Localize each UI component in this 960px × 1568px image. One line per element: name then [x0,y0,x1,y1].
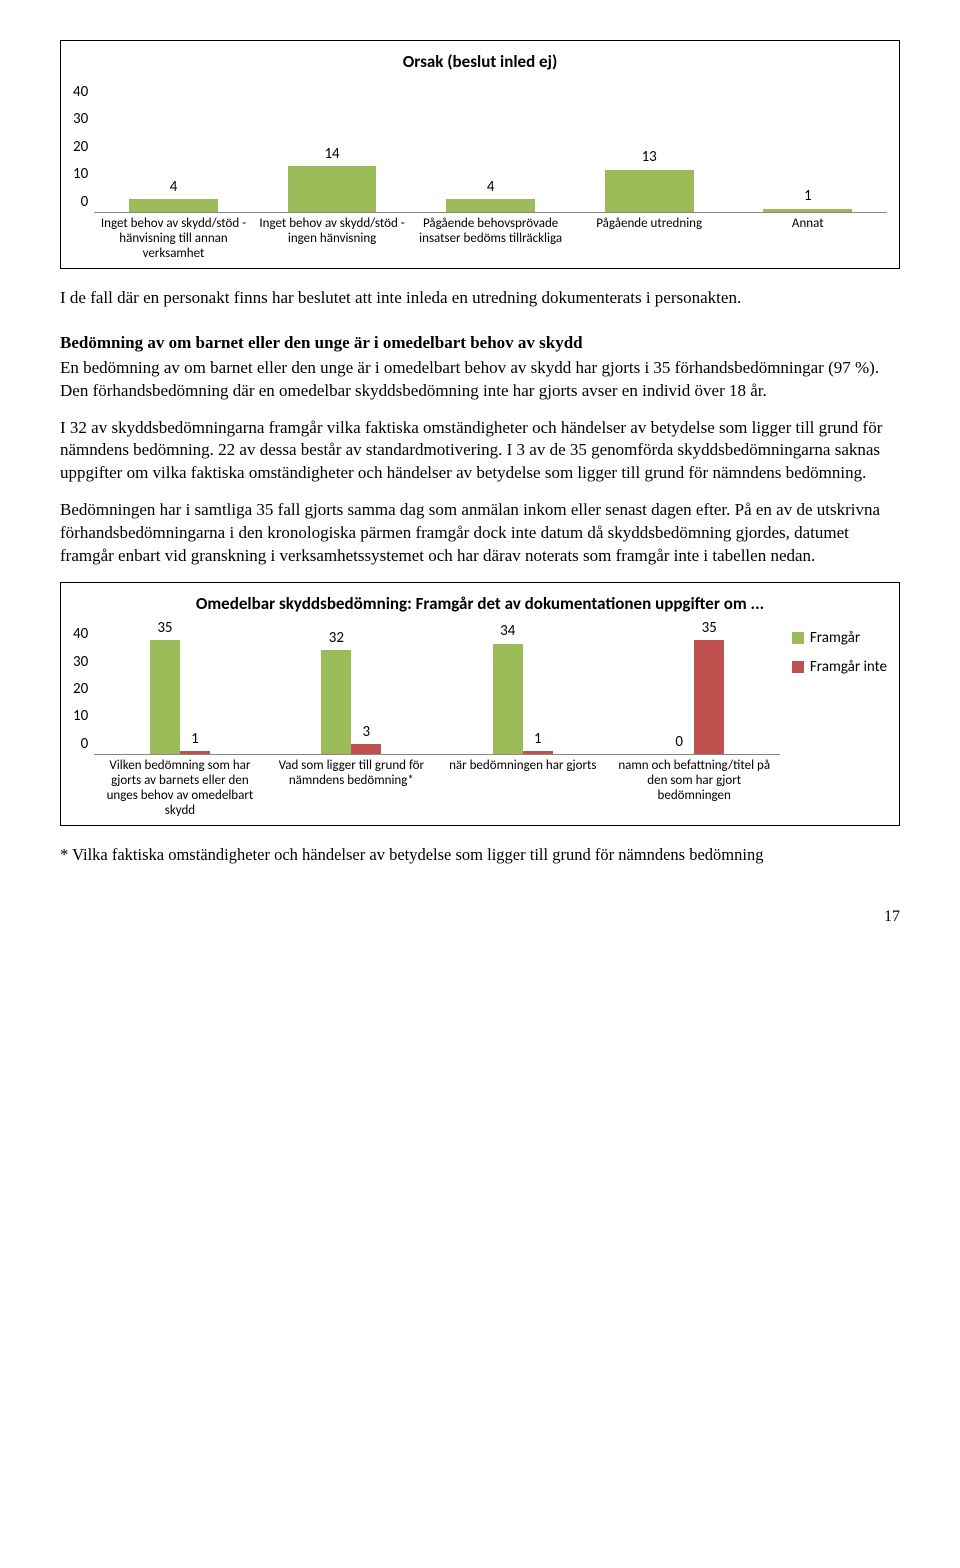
bar-value-label: 4 [170,177,178,197]
legend-label: Framgår inte [810,653,887,682]
footnote: * Vilka faktiska omständigheter och händ… [60,844,900,866]
y-tick: 0 [81,734,89,754]
y-tick: 40 [73,82,88,102]
y-tick: 20 [73,137,88,157]
bar-value-label: 35 [157,618,172,638]
page-number: 17 [60,906,900,928]
bar-wrap: 34 [493,621,523,754]
bar-column: 4 [94,177,253,212]
bar [351,744,381,754]
chart-orsak: Orsak (beslut inled ej) 40 30 20 10 0 4 14 4 13… [60,40,900,269]
bar [523,751,553,754]
bar-column: 14 [253,144,412,212]
chart2-area: 403020100 351323341035 Vilken bedömning … [73,624,887,819]
bar [605,170,694,212]
chart1-title: Orsak (beslut inled ej) [73,51,887,74]
bar-value-label: 35 [702,618,717,638]
x-label: när bedömningen har gjorts [437,759,608,819]
paragraph-3: I 32 av skyddsbedömningarna framgår vilk… [60,417,900,486]
chart2-y-axis: 40 30 20 10 0 [73,624,94,754]
bar [150,640,180,754]
chart2-bars: 351323341035 [94,624,780,755]
legend-swatch [792,661,804,673]
x-label: Vilken bedömning som har gjorts av barne… [94,759,265,819]
bar-value-label: 4 [487,177,495,197]
chart2-x-labels: Vilken bedömning som har gjorts av barne… [94,759,780,819]
bar-group: 0 35 [608,618,779,754]
chart1-plot: 4 14 4 13 1 Inget behov av skydd/stöd - hänv… [94,82,887,262]
bar-column: 13 [570,147,729,212]
x-label: Pågående behovsprövade insatser bedöms t… [411,217,570,262]
x-label: Annat [728,217,887,262]
bar-group: 35 1 [94,618,265,754]
bar-value-label: 14 [324,144,339,164]
chart1-area: 40 30 20 10 0 4 14 4 13 1 Inget behov av skydd/s… [73,82,887,262]
legend-swatch [792,632,804,644]
bar-wrap: 3 [351,722,381,754]
bar-value-label: 13 [642,147,657,167]
bar-value-label: 0 [675,732,683,752]
x-label: Pågående utredning [570,217,729,262]
paragraph-2: En bedömning av om barnet eller den unge… [60,357,900,403]
bar [321,650,351,754]
chart2-plot: 351323341035 Vilken bedömning som har gj… [94,624,887,819]
chart1-x-labels: Inget behov av skydd/stöd - hänvisning t… [94,217,887,262]
bar-column: 4 [411,177,570,212]
bar-value-label: 1 [804,186,812,206]
y-tick: 0 [81,192,89,212]
chart1-y-axis: 40 30 20 10 0 [73,82,94,212]
bar-wrap: 1 [523,729,553,755]
y-tick: 30 [73,109,88,129]
bar [763,209,852,212]
bar [694,640,724,754]
chart2-title: Omedelbar skyddsbedömning: Framgår det a… [73,593,887,616]
x-label: Inget behov av skydd/stöd - ingen hänvis… [253,217,412,262]
chart2-legend: FramgårFramgår inte [780,624,887,819]
bar [288,166,377,212]
bar-value-label: 1 [191,729,199,749]
section-heading: Bedömning av om barnet eller den unge är… [60,332,900,355]
bar [493,644,523,755]
legend-item: Framgår inte [792,653,887,682]
bar-wrap: 1 [180,729,210,755]
legend-item: Framgår [792,624,887,653]
bar-value-label: 1 [534,729,542,749]
bar-group: 34 1 [437,621,608,754]
bar-wrap: 35 [150,618,180,754]
bar-group: 32 3 [266,628,437,754]
chart-omedelbar: Omedelbar skyddsbedömning: Framgår det a… [60,582,900,826]
y-tick: 30 [73,652,88,672]
chart1-bars: 4 14 4 13 1 [94,82,887,213]
bar [129,199,218,212]
legend-label: Framgår [810,624,860,653]
bar [446,199,535,212]
y-tick: 40 [73,624,88,644]
y-tick: 20 [73,679,88,699]
paragraph-1: I de fall där en personakt finns har bes… [60,287,900,310]
x-label: namn och befattning/titel på den som har… [608,759,779,819]
bar-wrap: 35 [694,618,724,754]
bar-value-label: 34 [500,621,515,641]
paragraph-4: Bedömningen har i samtliga 35 fall gjort… [60,499,900,568]
x-label: Vad som ligger till grund för nämndens b… [266,759,437,819]
bar-value-label: 32 [329,628,344,648]
bar-wrap: 32 [321,628,351,754]
bar [180,751,210,754]
x-label: Inget behov av skydd/stöd - hänvisning t… [94,217,253,262]
bar-wrap: 0 [664,732,694,754]
y-tick: 10 [73,706,88,726]
y-tick: 10 [73,164,88,184]
bar-column: 1 [728,186,887,212]
bar-value-label: 3 [363,722,371,742]
